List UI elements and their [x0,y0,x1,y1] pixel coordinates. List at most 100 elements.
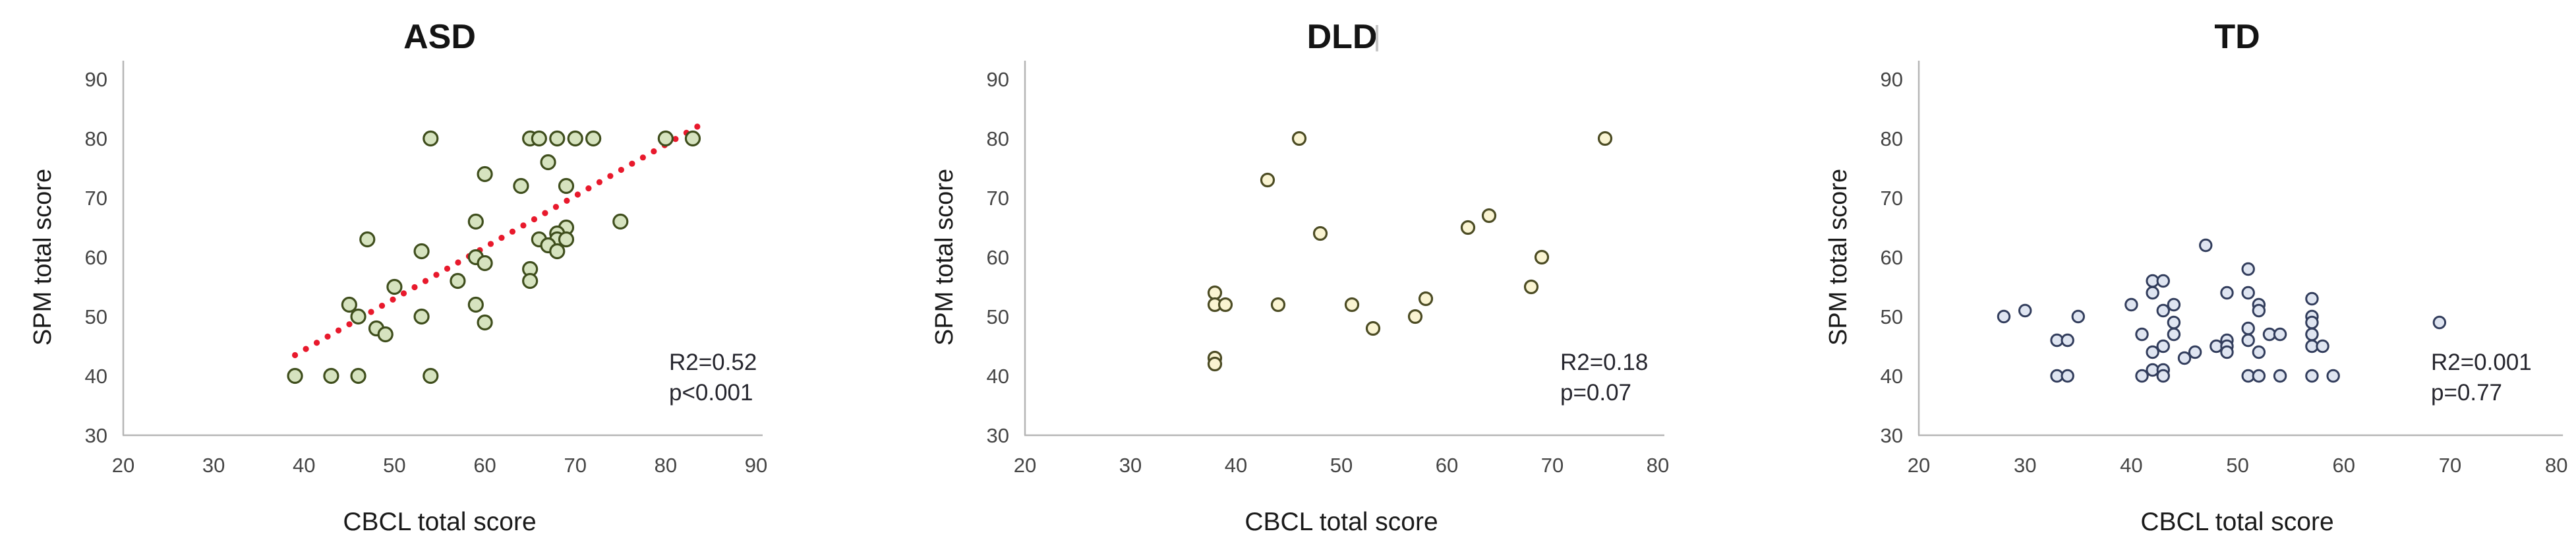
data-point [1312,226,1328,241]
data-point [2241,262,2255,276]
data-point [350,308,366,325]
data-point [477,255,493,272]
x-axis-label: CBCL total score [2140,508,2334,536]
data-point [2071,309,2086,324]
data-point [1207,285,1223,301]
data-point [2305,327,2319,342]
y-tick-label: 80 [85,127,107,150]
x-tick-label: 80 [2545,454,2567,477]
trendline-dot [531,216,538,223]
data-point [2252,303,2266,318]
data-point [1365,321,1381,336]
data-point [2199,238,2213,253]
x-axis-label: CBCL total score [343,508,537,536]
x-tick-label: 90 [745,454,767,477]
x-tick-label: 80 [1647,454,1669,477]
text-cursor-artifact [1376,25,1378,51]
data-point [1407,309,1423,324]
trendline-dot [444,265,451,272]
trendline-dot [672,136,679,142]
trendline-dot [694,123,701,130]
trendline-dot [313,340,320,346]
data-point [386,278,403,295]
x-tick-label: 60 [1436,454,1458,477]
p-value: p=0.77 [2431,380,2503,406]
data-point [531,130,547,147]
trendline-dot [629,160,635,167]
data-point [450,272,466,290]
data-point [2305,369,2319,383]
data-point [549,130,566,147]
data-point [2188,345,2202,359]
data-point [612,213,629,230]
trendline-dot [411,284,418,291]
stats-annotation: R2=0.18 p=0.07 [1560,348,1648,408]
data-point [2156,369,2170,383]
data-point [413,243,430,260]
x-tick-label: 30 [2014,454,2036,477]
y-tick-label: 90 [1881,68,1903,91]
data-point [2252,369,2266,383]
trendline-dot [520,222,527,229]
x-tick-label: 50 [383,454,405,477]
y-tick-label: 60 [85,246,107,269]
r2-value: R2=0.18 [1560,350,1649,375]
data-point [2156,303,2170,318]
data-point [477,314,493,331]
data-point [1270,297,1286,313]
data-point [2156,339,2170,353]
trendline-dot [487,241,494,247]
data-point [377,326,394,343]
data-point [1418,291,1434,307]
data-point [2018,303,2032,318]
y-axis-label: SPM total score [29,168,57,346]
trendline-dot [433,272,440,278]
x-tick-label: 20 [1014,454,1036,477]
data-point [423,130,439,147]
y-axis-label: SPM total score [1825,168,1852,346]
y-tick-label: 70 [85,187,107,210]
data-point [323,367,339,384]
data-point [2241,286,2255,300]
x-tick-label: 70 [564,454,586,477]
data-point [2135,369,2149,383]
x-tick-label: 60 [473,454,496,477]
data-point [2167,327,2181,342]
y-tick-label: 80 [1881,127,1903,150]
data-point [2220,286,2234,300]
data-point [359,231,376,248]
stats-annotation: R2=0.52 p<0.001 [669,348,757,408]
r2-value: R2=0.001 [2431,350,2532,375]
r2-value: R2=0.52 [669,350,757,375]
x-tick-label: 70 [2439,454,2461,477]
trendline-dot [291,351,299,359]
data-point [2135,327,2149,342]
data-point [1207,356,1223,372]
y-tick-label: 40 [85,365,107,388]
data-point [423,367,439,384]
trendline-dot [564,197,570,204]
data-point [2273,327,2287,342]
chart-title-asd: ASD [403,18,476,56]
data-point [2156,274,2170,288]
data-point [2305,291,2319,306]
data-point [585,130,602,147]
data-point [1460,220,1476,235]
data-point [467,296,484,313]
x-tick-label: 20 [112,454,134,477]
trendline-dot [400,290,407,297]
trendline-dot [552,204,560,210]
data-point [2316,339,2329,353]
y-tick-label: 60 [1881,246,1903,269]
trendline-dot [335,327,342,334]
data-point [287,367,303,384]
y-tick-label: 60 [987,246,1009,269]
x-tick-label: 50 [2226,454,2248,477]
data-point [1291,131,1307,146]
data-point [1597,131,1613,146]
y-tick-label: 70 [987,187,1009,210]
trendline-dot [368,309,374,315]
data-point [567,130,583,147]
